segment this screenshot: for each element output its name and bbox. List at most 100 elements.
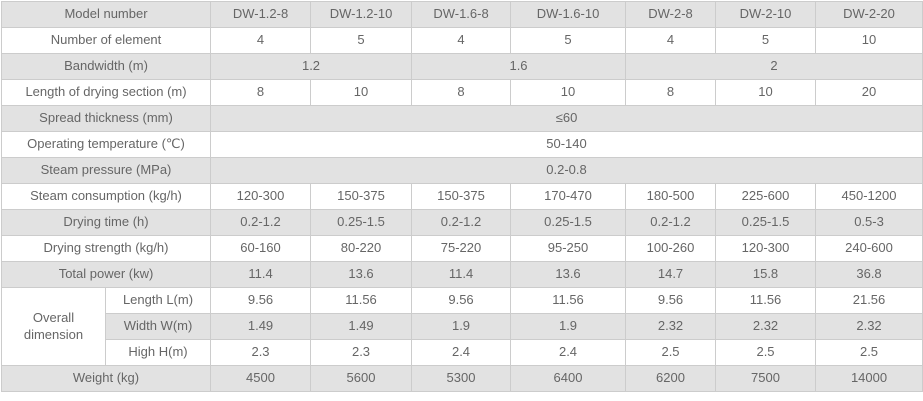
row-label: Spread thickness (mm) — [0, 105, 212, 132]
cell-value: 11.56 — [715, 287, 817, 314]
cell-value: 21.56 — [815, 287, 923, 314]
row-label-weight: Weight (kg) — [0, 365, 212, 392]
dimension-sublabel: Width W(m) — [104, 313, 212, 340]
row-label: Number of element — [0, 27, 212, 54]
cell-value: 95-250 — [510, 235, 627, 262]
table-row: Total power (kw) 11.4 13.6 11.4 13.6 14.7 15.8… — [0, 261, 923, 288]
cell-value: 4500 — [210, 365, 312, 392]
table-row: Overall dimension Length L(m) 9.56 11.56 9.5… — [1, 287, 923, 366]
dimension-sublabel: High H(m) — [104, 339, 212, 366]
cell-value: 0.5-3 — [815, 209, 923, 236]
cell-value: 0.2-1.2 — [411, 209, 512, 236]
cell-value: 100-260 — [625, 235, 717, 262]
row-label: Operating temperature (℃) — [0, 131, 212, 158]
column-header: DW-1.2-8 — [210, 1, 312, 28]
cell-value: 2.4 — [510, 339, 627, 366]
cell-value: 14.7 — [625, 261, 717, 288]
cell-value: 11.4 — [411, 261, 512, 288]
spec-table-body: Model number DW-1.2-8 DW-1.2-10 DW-1.6-8 DW-… — [0, 1, 923, 392]
spec-table-container: Model number DW-1.2-8 DW-1.2-10 DW-1.6-8 DW-… — [0, 1, 923, 392]
cell-value: 11.56 — [310, 287, 413, 314]
spec-table: Model number DW-1.2-8 DW-1.2-10 DW-1.6-8 DW-… — [0, 1, 923, 392]
cell-value: 1.9 — [411, 313, 512, 340]
cell-value: 50-140 — [210, 131, 923, 158]
cell-value: 8 — [625, 79, 717, 106]
cell-value: 6400 — [510, 365, 627, 392]
table-row: Spread thickness (mm) ≤60 — [0, 105, 923, 132]
cell-value: 2.3 — [310, 339, 413, 366]
row-label: Drying time (h) — [0, 209, 212, 236]
column-header: DW-1.6-8 — [411, 1, 512, 28]
cell-value: 11.56 — [510, 287, 627, 314]
cell-value: 1.2 — [210, 53, 413, 80]
cell-value: 10 — [510, 79, 627, 106]
column-header: DW-2-10 — [715, 1, 817, 28]
cell-value: 1.6 — [411, 53, 627, 80]
table-row: Width W(m) 1.49 1.49 1.9 1.9 2.32 2.32 2.32 — [2, 313, 923, 340]
cell-value: 150-375 — [310, 183, 413, 210]
cell-value: 450-1200 — [815, 183, 923, 210]
cell-value: 2.32 — [815, 313, 923, 340]
cell-value: 2.5 — [625, 339, 717, 366]
cell-value: 2.5 — [815, 339, 923, 366]
cell-value: 0.25-1.5 — [715, 209, 817, 236]
table-row: Model number DW-1.2-8 DW-1.2-10 DW-1.6-8 DW-… — [0, 1, 923, 28]
row-label: Bandwidth (m) — [0, 53, 212, 80]
cell-value: 0.2-1.2 — [210, 209, 312, 236]
cell-value: 75-220 — [411, 235, 512, 262]
table-row: Steam pressure (MPa) 0.2-0.8 — [0, 157, 923, 184]
cell-value: 5 — [510, 27, 627, 54]
cell-value: 2.32 — [625, 313, 717, 340]
table-row: Steam consumption (kg/h) 120-300 150-375 15… — [0, 183, 923, 210]
cell-value: 80-220 — [310, 235, 413, 262]
dimension-group-label: Overall dimension — [1, 287, 106, 366]
cell-value: 180-500 — [625, 183, 717, 210]
dimension-sublabel: Length L(m) — [104, 287, 212, 314]
cell-value: 5600 — [310, 365, 413, 392]
column-header: DW-1.6-10 — [510, 1, 627, 28]
cell-value: 0.25-1.5 — [310, 209, 413, 236]
cell-value: 4 — [210, 27, 312, 54]
cell-value: 2.32 — [715, 313, 817, 340]
cell-value: 1.9 — [510, 313, 627, 340]
cell-value: 10 — [310, 79, 413, 106]
table-row: Bandwidth (m) 1.2 1.6 2 — [0, 53, 923, 80]
cell-value: 10 — [715, 79, 817, 106]
cell-value: 170-470 — [510, 183, 627, 210]
row-label-model-number: Model number — [0, 1, 212, 28]
cell-value: 8 — [210, 79, 312, 106]
cell-value: 0.2-0.8 — [210, 157, 923, 184]
table-row: Weight (kg) 4500 5600 5300 6400 6200 7500 14000 — [0, 365, 923, 392]
cell-value: 4 — [411, 27, 512, 54]
table-row: Operating temperature (℃) 50-140 — [0, 131, 923, 158]
cell-value: 10 — [815, 27, 923, 54]
cell-value: 1.49 — [310, 313, 413, 340]
cell-value: 0.25-1.5 — [510, 209, 627, 236]
row-label: Steam pressure (MPa) — [0, 157, 212, 184]
cell-value: 1.49 — [210, 313, 312, 340]
cell-value: 60-160 — [210, 235, 312, 262]
row-label: Drying strength (kg/h) — [0, 235, 212, 262]
cell-value: 2 — [625, 53, 923, 80]
cell-value: 4 — [625, 27, 717, 54]
cell-value: 36.8 — [815, 261, 923, 288]
cell-value: 150-375 — [411, 183, 512, 210]
table-row: Number of element 4 5 4 5 4 5 10 — [0, 27, 923, 54]
cell-value: 9.56 — [411, 287, 512, 314]
cell-value: 2.3 — [210, 339, 312, 366]
cell-value: 7500 — [715, 365, 817, 392]
cell-value: 2.4 — [411, 339, 512, 366]
cell-value: 5 — [715, 27, 817, 54]
cell-value: ≤60 — [210, 105, 923, 132]
cell-value: 9.56 — [210, 287, 312, 314]
row-label: Total power (kw) — [0, 261, 212, 288]
cell-value: 5300 — [411, 365, 512, 392]
cell-value: 120-300 — [715, 235, 817, 262]
row-label: Length of drying section (m) — [0, 79, 212, 106]
cell-value: 6200 — [625, 365, 717, 392]
cell-value: 14000 — [815, 365, 923, 392]
column-header: DW-2-20 — [815, 1, 923, 28]
cell-value: 13.6 — [310, 261, 413, 288]
cell-value: 240-600 — [815, 235, 923, 262]
column-header: DW-2-8 — [625, 1, 717, 28]
